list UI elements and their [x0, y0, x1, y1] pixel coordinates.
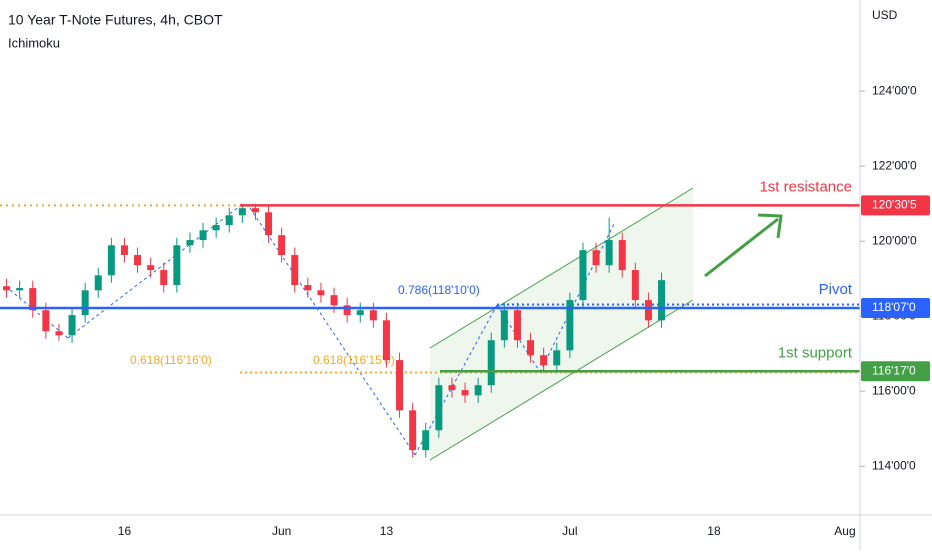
candle-body	[356, 310, 364, 316]
candle-body	[42, 310, 50, 332]
chart-title: 10 Year T-Note Futures, 4h, CBOT	[8, 12, 223, 28]
x-tick-label: Aug	[834, 524, 855, 538]
x-tick-label: 18	[707, 524, 721, 538]
candle-body	[605, 240, 613, 266]
fib-trend	[9, 289, 69, 339]
price-tag	[861, 195, 930, 216]
y-tick-label: 116'00'0	[872, 383, 916, 397]
candle-body	[448, 385, 456, 391]
level-name: Pivot	[819, 281, 853, 298]
candle-body	[265, 212, 273, 236]
candle-body	[251, 208, 259, 213]
plot: 0.786(118'10'0) 0.618(116'16'0) 0.618(116'…	[0, 178, 860, 458]
candle-body	[225, 215, 233, 226]
candle-body	[291, 255, 299, 286]
candle-body	[461, 390, 469, 396]
candle-body	[540, 355, 548, 366]
candle-body	[553, 350, 561, 366]
candle-body	[435, 385, 443, 431]
candle-body	[566, 300, 574, 351]
fib-label: 0.618(116'16'0)	[130, 353, 212, 367]
candle-body	[396, 360, 404, 411]
candle-body	[409, 410, 417, 451]
candle-body	[304, 285, 312, 291]
candle-body	[120, 245, 128, 256]
fib-trend	[67, 205, 241, 339]
time-axis-bg	[0, 515, 932, 550]
candle-body	[186, 240, 194, 246]
candle-body	[3, 286, 11, 291]
fib-trend	[414, 304, 498, 456]
candle-body	[238, 208, 246, 216]
x-tick-label: Jun	[272, 524, 291, 538]
price-tag-label: 118'07'0	[872, 300, 916, 314]
price-tag-label: 116'17'0	[872, 363, 916, 377]
y-tick-label: 124'00'0	[872, 83, 917, 97]
channel-fill	[430, 188, 693, 460]
candle-body	[658, 280, 666, 321]
candle-body	[134, 255, 142, 266]
candle-body	[278, 235, 286, 256]
level-name: 1st support	[778, 344, 853, 361]
candle-body	[107, 245, 115, 276]
candle-body	[94, 275, 102, 291]
candle-body	[474, 385, 482, 396]
candle-body	[618, 240, 626, 271]
fib-trend	[539, 221, 616, 373]
axis-unit: USD	[872, 8, 898, 22]
y-tick-label: 120'00'0	[872, 233, 917, 247]
candle-body	[592, 250, 600, 266]
candle-body	[382, 320, 390, 361]
channel-lower	[429, 299, 694, 461]
price-tag	[861, 361, 930, 382]
candle-body	[147, 265, 155, 271]
axes: 114'00'0116'00'0118'00'0120'00'0122'00'0…	[118, 83, 930, 538]
candle-body	[631, 270, 639, 301]
candle-body	[173, 245, 181, 286]
price-tag-label: 120'30'5	[872, 198, 917, 212]
candle-body	[343, 305, 351, 316]
x-tick-label: Jul	[562, 524, 577, 538]
candle-body	[16, 288, 24, 291]
price-axis-bg	[860, 0, 932, 550]
fib-label: 0.786(118'10'0)	[398, 283, 480, 297]
y-tick-label: 114'00'0	[872, 458, 916, 472]
candle-body	[369, 310, 377, 321]
candle-body	[81, 290, 89, 316]
x-tick-label: 13	[380, 524, 394, 538]
channel-upper	[429, 187, 694, 349]
indicator-name: Ichimoku	[8, 35, 60, 50]
candle-body	[579, 250, 587, 301]
level-name: 1st resistance	[759, 178, 852, 195]
candle-body	[29, 288, 37, 311]
candle-body	[160, 270, 168, 286]
fib-label: 0.618(116'15'0)	[313, 353, 395, 367]
x-tick-label: 16	[118, 524, 132, 538]
candle-body	[55, 331, 63, 336]
candle-body	[487, 340, 495, 386]
candle-body	[513, 310, 521, 341]
arrow	[704, 217, 779, 278]
candle-body	[422, 430, 430, 451]
candle-body	[330, 295, 338, 306]
candle-body	[68, 315, 76, 336]
candle-body	[644, 300, 652, 321]
candle-body	[199, 230, 207, 241]
y-tick-label: 122'00'0	[872, 158, 917, 172]
fib-trend	[249, 207, 416, 456]
candle-body	[212, 225, 220, 231]
candle-body	[527, 340, 535, 356]
price-tag	[861, 297, 930, 318]
candle-body	[317, 290, 325, 296]
arrow-head	[757, 213, 783, 239]
candle-body	[500, 310, 508, 341]
